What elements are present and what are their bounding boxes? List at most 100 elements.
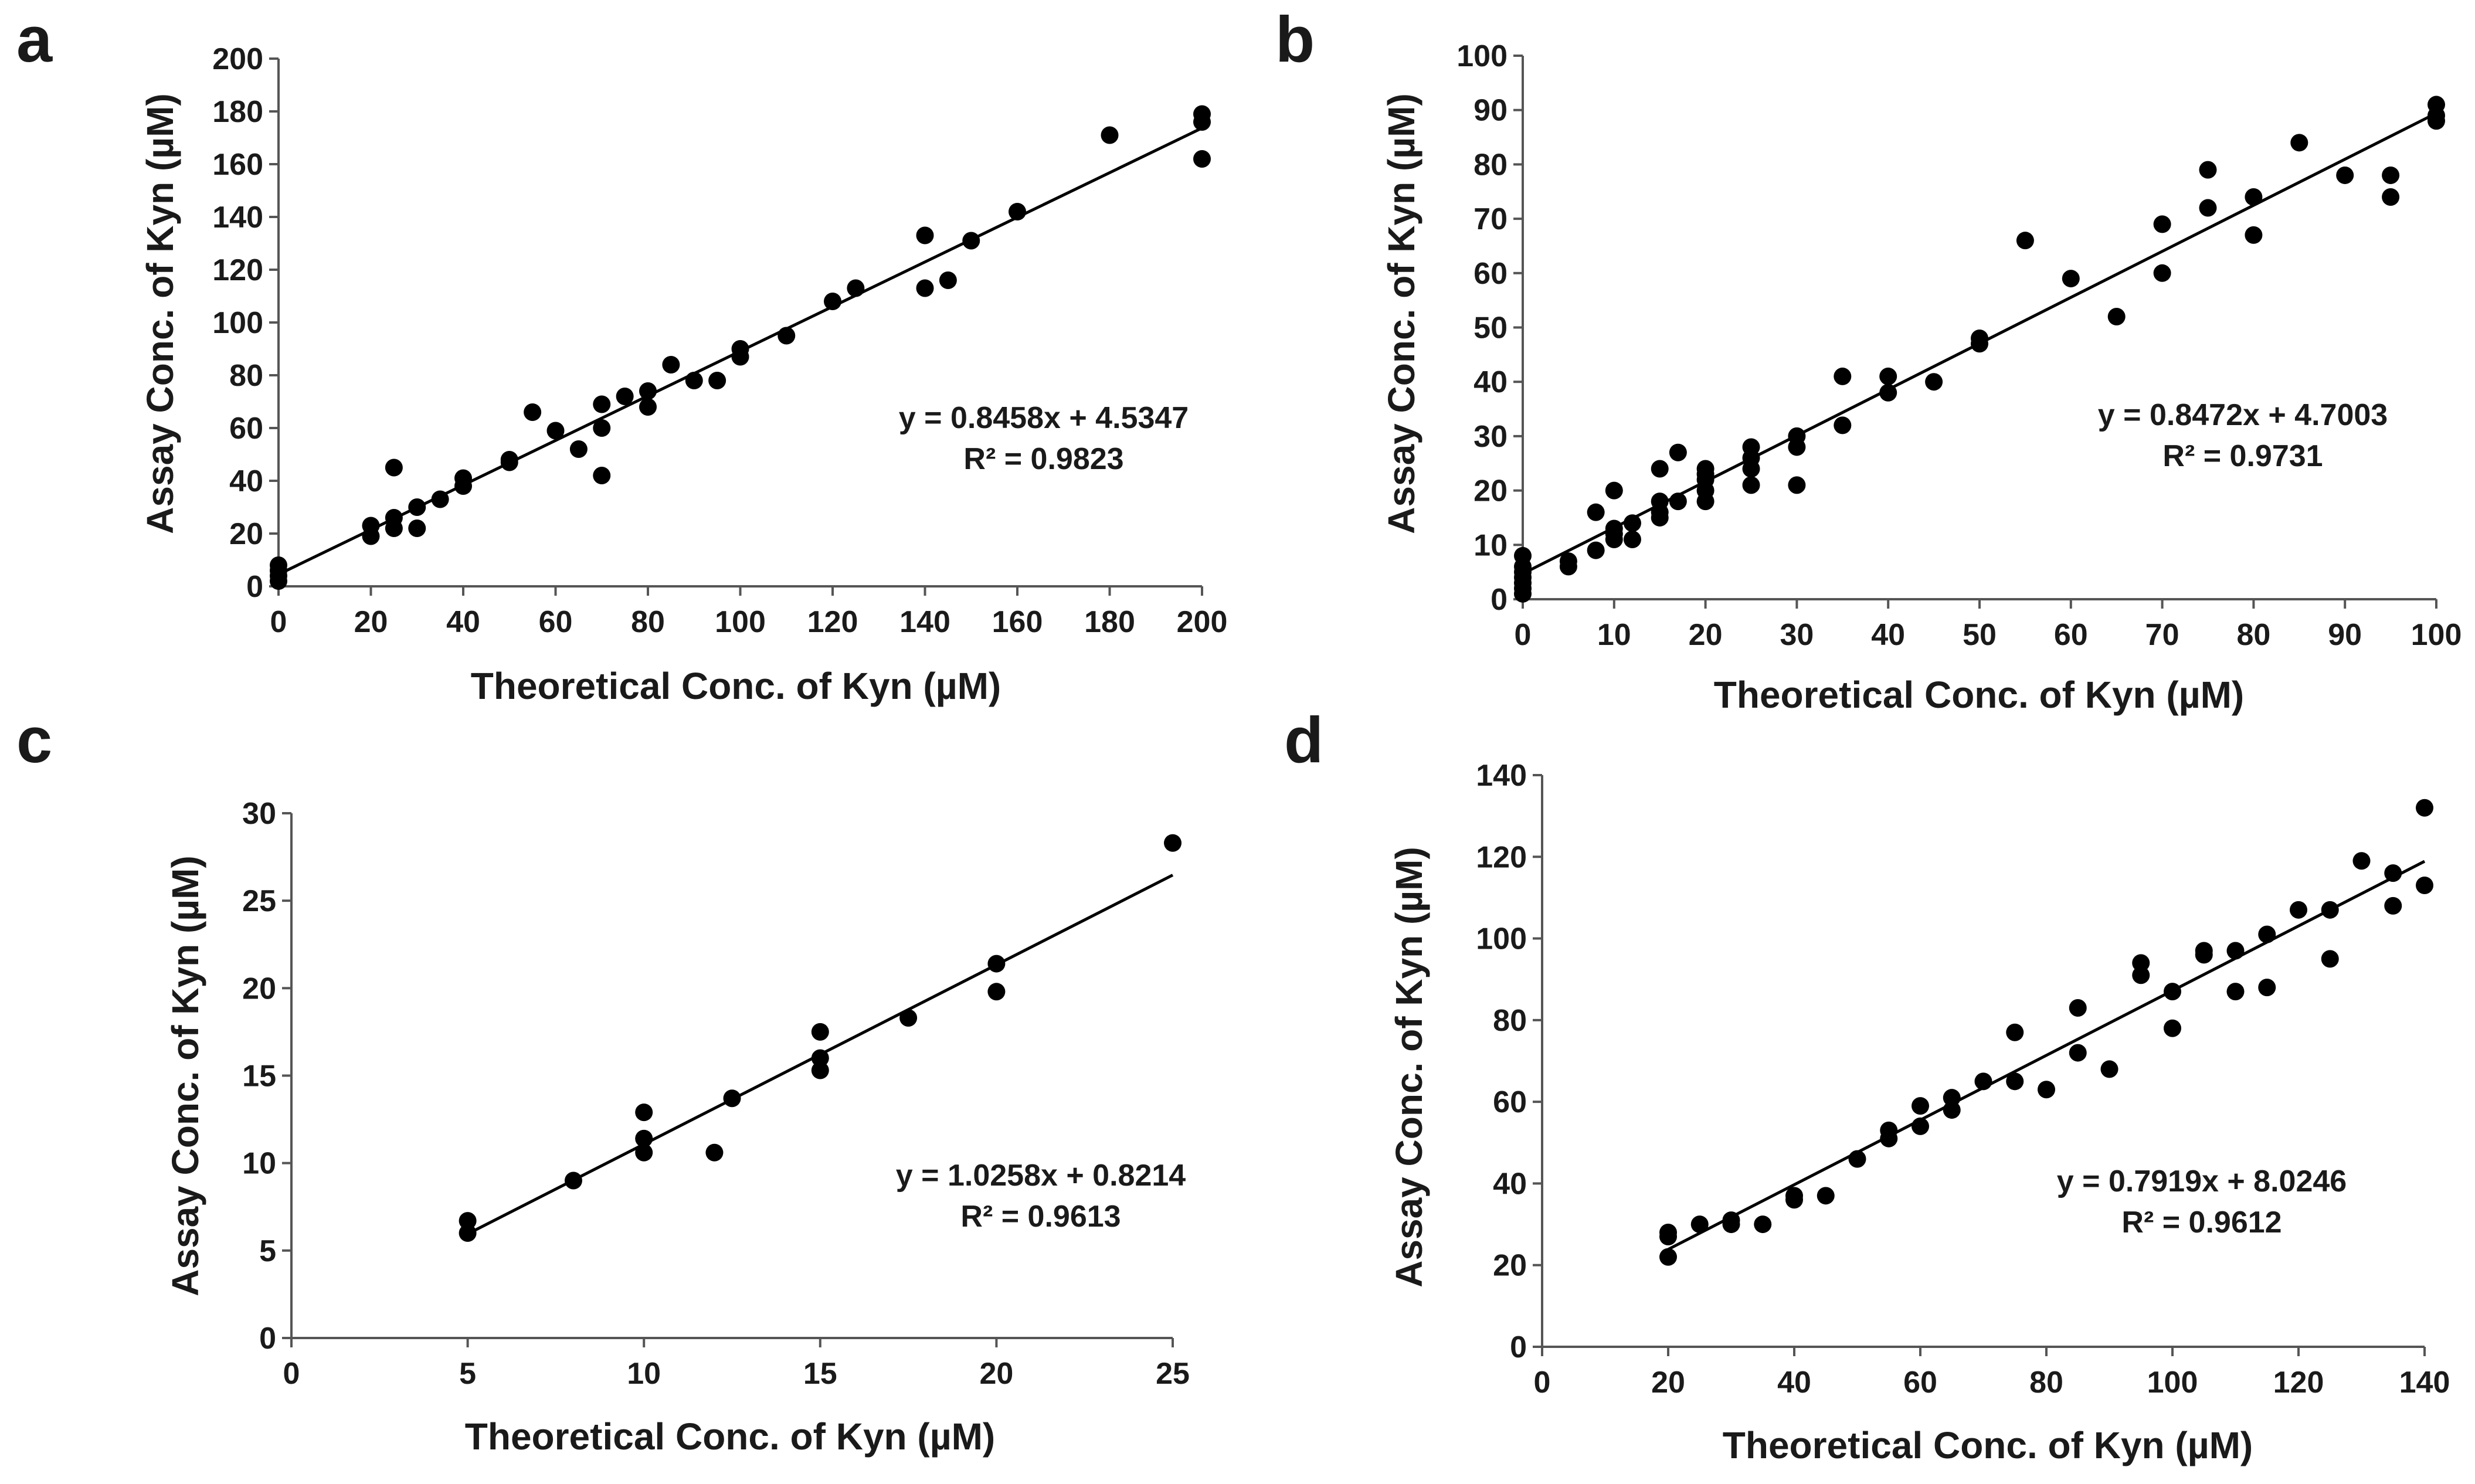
data-point-d bbox=[1974, 1072, 1992, 1091]
data-point-b bbox=[2382, 166, 2400, 184]
y-tick-label-b: 80 bbox=[1474, 148, 1508, 182]
y-tick-label-c: 5 bbox=[259, 1234, 276, 1268]
data-point-c bbox=[723, 1089, 741, 1108]
y-tick-label-d: 120 bbox=[1476, 840, 1527, 874]
x-tick-label-c: 20 bbox=[979, 1357, 1013, 1391]
data-point-c bbox=[564, 1171, 582, 1190]
data-point-b bbox=[2199, 199, 2217, 217]
data-point-b bbox=[1742, 438, 1760, 456]
data-point-b bbox=[1879, 383, 1897, 402]
data-point-d bbox=[1943, 1089, 1961, 1107]
y-tick-label-d: 140 bbox=[1476, 759, 1527, 793]
data-point-c bbox=[635, 1129, 653, 1147]
data-point-b bbox=[2336, 166, 2354, 184]
data-point-d bbox=[2195, 942, 2213, 960]
data-point-b bbox=[1669, 443, 1687, 461]
x-tick-label-b: 100 bbox=[2411, 618, 2462, 652]
data-point-a bbox=[546, 422, 565, 440]
equation-label-b: y = 0.8472x + 4.7003 bbox=[2098, 398, 2388, 432]
data-point-d bbox=[2321, 901, 2339, 919]
data-point-a bbox=[778, 327, 796, 345]
y-tick-label-b: 30 bbox=[1474, 420, 1508, 454]
y-tick-label-b: 10 bbox=[1474, 528, 1508, 562]
x-tick-label-d: 100 bbox=[2147, 1366, 2198, 1400]
data-point-a bbox=[385, 459, 403, 477]
y-tick-label-c: 20 bbox=[242, 972, 276, 1006]
y-tick-label-b: 60 bbox=[1474, 257, 1508, 291]
x-tick-label-c: 25 bbox=[1156, 1357, 1190, 1391]
y-tick-label-a: 200 bbox=[212, 42, 263, 76]
x-tick-label-c: 10 bbox=[627, 1357, 661, 1391]
data-point-b bbox=[1971, 330, 1988, 348]
data-point-a bbox=[962, 232, 980, 250]
data-point-c bbox=[811, 1049, 829, 1067]
x-tick-label-b: 90 bbox=[2328, 618, 2362, 652]
x-tick-label-b: 60 bbox=[2054, 618, 2088, 652]
panel-letter-d: d bbox=[1284, 704, 1323, 776]
data-point-b bbox=[2153, 215, 2171, 233]
data-point-b bbox=[1742, 476, 1760, 494]
y-tick-label-c: 0 bbox=[259, 1322, 276, 1356]
y-axis-label-b: Assay Conc. of Kyn (µM) bbox=[1380, 93, 1422, 534]
data-point-d bbox=[1722, 1211, 1740, 1230]
y-tick-label-d: 80 bbox=[1493, 1004, 1527, 1038]
data-point-d bbox=[2290, 901, 2307, 919]
data-point-d bbox=[2321, 950, 2339, 968]
x-tick-label-d: 80 bbox=[2029, 1366, 2063, 1400]
y-tick-label-a: 140 bbox=[212, 201, 263, 235]
x-tick-label-c: 15 bbox=[803, 1357, 837, 1391]
y-tick-label-a: 160 bbox=[212, 148, 263, 182]
x-tick-label-a: 180 bbox=[1084, 605, 1135, 639]
data-point-a bbox=[408, 519, 426, 537]
y-axis-label-group-a: Assay Conc. of Kyn (µM) bbox=[139, 93, 181, 534]
y-tick-label-c: 25 bbox=[242, 884, 276, 918]
data-point-d bbox=[2069, 999, 2087, 1017]
panel-letter-a: a bbox=[16, 4, 53, 76]
x-tick-label-d: 0 bbox=[1534, 1366, 1551, 1400]
y-tick-label-d: 40 bbox=[1493, 1167, 1527, 1201]
data-point-a bbox=[593, 467, 611, 484]
data-point-d bbox=[2258, 979, 2276, 997]
data-point-b bbox=[2245, 226, 2263, 244]
x-tick-label-a: 60 bbox=[539, 605, 573, 639]
x-axis-label-c: Theoretical Conc. of Kyn (µM) bbox=[465, 1415, 995, 1458]
data-point-a bbox=[916, 226, 934, 244]
data-point-b bbox=[1925, 373, 1943, 391]
data-point-d bbox=[1785, 1187, 1803, 1205]
data-point-b bbox=[2153, 264, 2171, 282]
data-point-a bbox=[847, 279, 865, 297]
data-point-b bbox=[1605, 519, 1623, 538]
data-point-b bbox=[2290, 134, 2308, 152]
data-point-a bbox=[662, 356, 680, 373]
r-squared-label-b: R² = 0.9731 bbox=[2162, 439, 2323, 473]
data-point-a bbox=[362, 517, 380, 535]
data-point-d bbox=[2352, 852, 2371, 870]
y-tick-label-b: 50 bbox=[1474, 311, 1508, 345]
equation-label-d: y = 0.7919x + 8.0246 bbox=[2057, 1164, 2347, 1198]
data-point-c bbox=[635, 1103, 653, 1122]
data-point-b bbox=[1788, 427, 1806, 445]
data-point-d bbox=[2226, 942, 2245, 960]
x-tick-label-d: 120 bbox=[2273, 1366, 2324, 1400]
data-point-d bbox=[1943, 1101, 1961, 1119]
y-tick-label-b: 20 bbox=[1474, 474, 1508, 508]
x-tick-label-d: 20 bbox=[1651, 1366, 1685, 1400]
x-axis-label-d: Theoretical Conc. of Kyn (µM) bbox=[1723, 1424, 2253, 1466]
x-axis-label-a: Theoretical Conc. of Kyn (µM) bbox=[471, 665, 1001, 707]
data-point-d bbox=[1912, 1097, 1929, 1115]
data-point-b bbox=[2107, 307, 2126, 325]
data-point-d bbox=[2100, 1060, 2118, 1078]
data-point-a bbox=[1101, 126, 1119, 144]
data-point-b bbox=[1834, 416, 1852, 434]
data-point-a bbox=[708, 372, 726, 389]
equation-label-a: y = 0.8458x + 4.5347 bbox=[899, 401, 1189, 435]
x-tick-label-a: 0 bbox=[270, 605, 287, 639]
x-tick-label-b: 40 bbox=[1871, 618, 1905, 652]
data-point-a bbox=[1009, 203, 1026, 220]
data-point-a bbox=[685, 372, 703, 389]
data-point-a bbox=[569, 440, 588, 458]
data-point-b bbox=[2428, 96, 2445, 114]
x-tick-label-a: 80 bbox=[631, 605, 665, 639]
data-point-a bbox=[616, 388, 634, 405]
data-point-c bbox=[635, 1143, 653, 1162]
